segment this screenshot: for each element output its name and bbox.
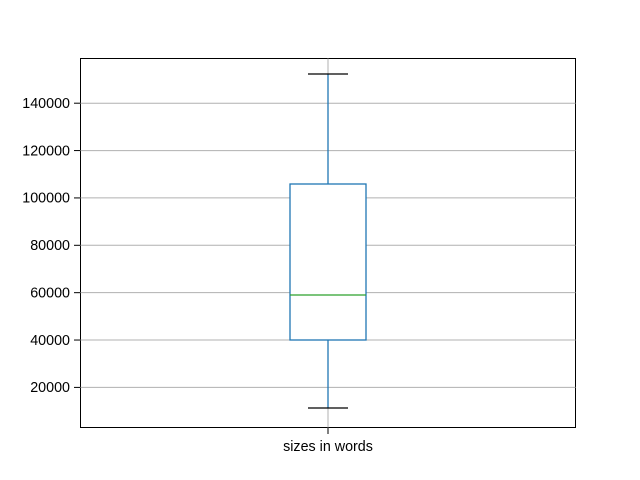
svg-text:80000: 80000	[30, 238, 70, 254]
svg-text:120000: 120000	[22, 143, 70, 159]
svg-text:sizes in words: sizes in words	[283, 439, 373, 455]
svg-text:20000: 20000	[30, 380, 70, 396]
svg-text:100000: 100000	[22, 191, 70, 207]
svg-text:40000: 40000	[30, 333, 70, 349]
svg-text:60000: 60000	[30, 286, 70, 302]
svg-text:140000: 140000	[22, 96, 70, 112]
